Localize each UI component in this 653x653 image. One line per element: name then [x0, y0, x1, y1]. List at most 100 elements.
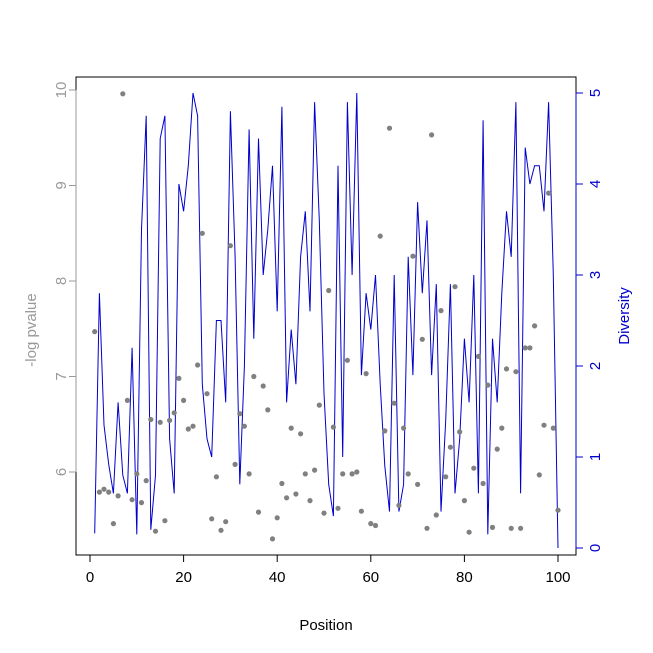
- pvalue-point: [204, 391, 210, 397]
- pvalue-point: [405, 471, 411, 477]
- right-y-tick-label: 2: [587, 362, 604, 370]
- diversity-line: [94, 92, 559, 549]
- pvalue-point: [167, 417, 173, 423]
- pvalue-point: [475, 353, 481, 359]
- x-tick-label: 100: [545, 569, 570, 586]
- pvalue-point: [555, 507, 561, 513]
- pvalue-point: [419, 336, 425, 342]
- pvalue-point: [438, 308, 444, 314]
- pvalue-point: [246, 471, 252, 477]
- pvalue-point: [494, 446, 500, 452]
- right-y-tick-label: 0: [587, 544, 604, 552]
- left-y-tick-label: 7: [53, 372, 70, 380]
- pvalue-point: [457, 429, 463, 435]
- pvalue-point: [489, 524, 496, 531]
- pvalue-point: [129, 497, 135, 503]
- pvalue-point: [148, 416, 154, 423]
- pvalue-point: [181, 397, 187, 403]
- pvalue-point: [101, 486, 107, 492]
- pvalue-point: [316, 402, 322, 408]
- pvalue-point: [503, 366, 510, 372]
- pvalue-point: [232, 461, 238, 467]
- pvalue-point: [354, 469, 360, 475]
- pvalue-point: [433, 512, 439, 518]
- pvalue-point: [237, 411, 243, 417]
- pvalue-point: [279, 480, 285, 487]
- pvalue-point: [185, 426, 191, 432]
- pvalue-point: [335, 505, 341, 511]
- pvalue-point: [312, 467, 318, 473]
- pvalue-point: [92, 329, 98, 335]
- pvalue-point: [171, 410, 177, 416]
- pvalue-point: [288, 425, 294, 431]
- pvalue-point: [513, 369, 519, 375]
- pvalue-point: [461, 498, 467, 504]
- pvalue-point: [293, 491, 299, 497]
- pvalue-point: [518, 525, 524, 531]
- pvalue-point: [124, 397, 130, 403]
- right-y-tick-label: 3: [587, 271, 604, 279]
- pvalue-point: [508, 525, 514, 531]
- pvalue-point: [546, 190, 552, 196]
- pvalue-point: [377, 233, 383, 239]
- pvalue-point: [195, 362, 201, 368]
- pvalue-point: [223, 519, 229, 525]
- pvalue-point: [176, 375, 182, 381]
- pvalue-point: [368, 521, 374, 527]
- pvalue-point: [209, 516, 215, 522]
- pvalue-point: [218, 527, 224, 533]
- pvalue-point: [349, 471, 355, 477]
- pvalue-point: [443, 474, 449, 480]
- pvalue-series: [92, 91, 561, 542]
- pvalue-point: [326, 287, 332, 294]
- pvalue-point: [480, 480, 486, 487]
- left-y-axis-title: -log pvalue: [23, 293, 40, 366]
- pvalue-point: [241, 423, 247, 429]
- right-y-tick-label: 1: [587, 453, 604, 461]
- pvalue-point: [532, 323, 538, 329]
- pvalue-point: [251, 373, 257, 380]
- right-y-axis: 0 1 2 3 4 5: [575, 89, 604, 552]
- pvalue-point: [110, 521, 116, 527]
- pvalue-point: [536, 472, 542, 478]
- pvalue-point: [541, 422, 547, 428]
- pvalue-point: [274, 515, 280, 521]
- pvalue-point: [260, 383, 266, 389]
- pvalue-point: [134, 471, 140, 477]
- x-tick-label: 20: [175, 569, 192, 586]
- pvalue-point: [550, 425, 556, 431]
- left-y-tick-label: 10: [53, 82, 70, 99]
- left-y-tick-label: 6: [53, 468, 70, 476]
- x-tick-label: 40: [269, 569, 286, 586]
- left-y-tick-label: 8: [53, 277, 70, 285]
- pvalue-point: [447, 444, 453, 450]
- pvalue-point: [284, 495, 290, 501]
- right-y-tick-label: 5: [587, 89, 604, 97]
- right-y-tick-label: 4: [587, 180, 604, 188]
- pvalue-point: [152, 528, 159, 534]
- diversity-series: [94, 92, 559, 549]
- pvalue-point: [363, 371, 369, 377]
- pvalue-point: [401, 425, 407, 431]
- pvalue-point: [307, 498, 313, 504]
- x-axis-title: Position: [299, 617, 352, 634]
- pvalue-point: [527, 345, 533, 351]
- pvalue-point: [213, 474, 219, 480]
- pvalue-point: [265, 407, 271, 413]
- pvalue-point: [190, 423, 196, 429]
- left-y-axis: 6 7 8 9 10: [53, 82, 77, 476]
- pvalue-point: [227, 243, 233, 249]
- pvalue-point: [321, 510, 327, 516]
- pvalue-point: [302, 471, 308, 477]
- pvalue-point: [330, 424, 336, 430]
- pvalue-point: [138, 500, 145, 506]
- right-y-axis-title: Diversity: [616, 287, 633, 345]
- pvalue-point: [499, 425, 505, 431]
- x-axis: 0 20 40 60 80 100: [86, 554, 571, 586]
- pvalue-point: [143, 478, 149, 484]
- pvalue-point: [298, 431, 304, 437]
- pvalue-point: [372, 522, 379, 529]
- pvalue-point: [485, 382, 491, 388]
- pvalue-point: [415, 481, 421, 487]
